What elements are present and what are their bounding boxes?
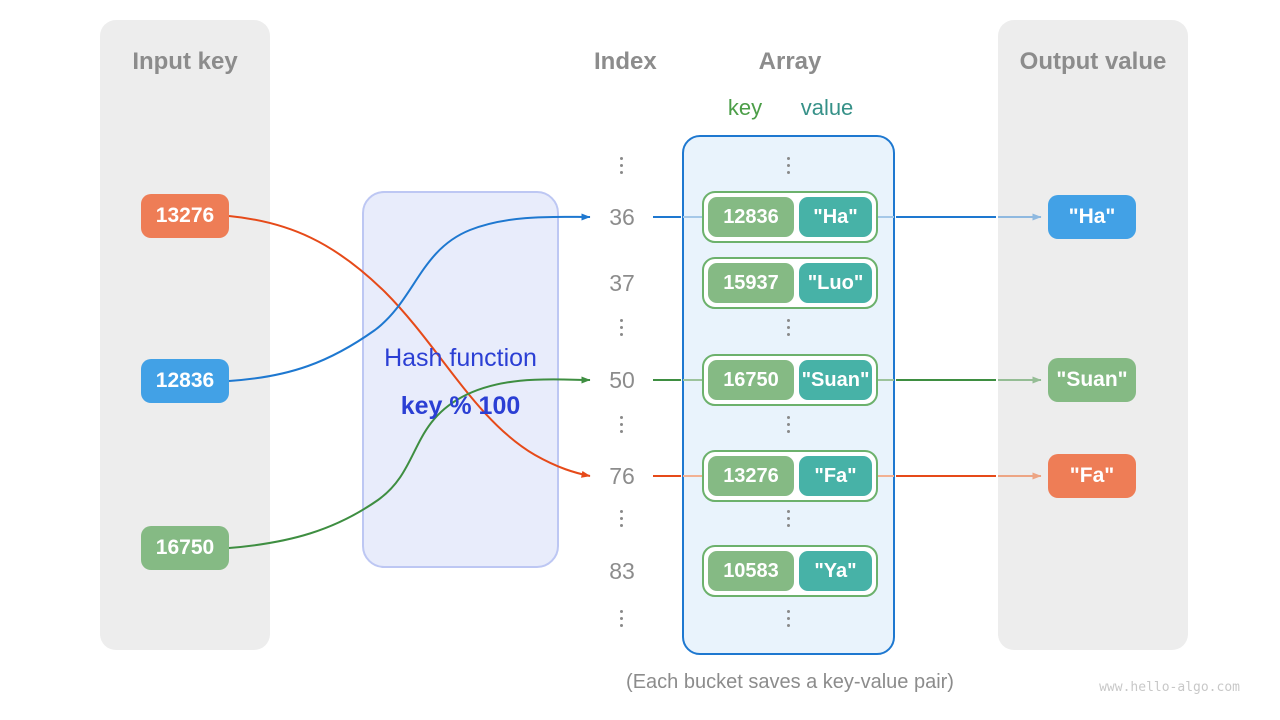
index-76: 76 <box>609 463 635 489</box>
output-value-fa: "Fa" <box>1048 454 1136 498</box>
watermark: www.hello-algo.com <box>1099 680 1240 695</box>
ellipsis-dots <box>620 416 623 433</box>
bucket-row: 13276 "Fa" <box>702 450 878 502</box>
hash-function-box <box>362 191 559 568</box>
ellipsis-dots <box>620 610 623 627</box>
index-83: 83 <box>609 558 635 584</box>
input-key-13276: 13276 <box>141 194 229 238</box>
ellipsis-dots <box>787 510 790 527</box>
bucket-value: "Ya" <box>799 551 872 591</box>
array-panel-title: Array <box>758 48 822 75</box>
index-50: 50 <box>609 367 635 393</box>
bucket-row: 12836 "Ha" <box>702 191 878 243</box>
bucket-key: 10583 <box>708 551 794 591</box>
input-key-12836: 12836 <box>141 359 229 403</box>
hash-function-formula: key % 100 <box>400 392 521 420</box>
input-panel-title: Input key <box>132 48 238 75</box>
bucket-value: "Ha" <box>799 197 872 237</box>
index-37: 37 <box>609 270 635 296</box>
ellipsis-dots <box>787 610 790 627</box>
bucket-key: 13276 <box>708 456 794 496</box>
diagram-caption: (Each bucket saves a key-value pair) <box>626 671 954 693</box>
ellipsis-dots <box>620 157 623 174</box>
bucket-key: 16750 <box>708 360 794 400</box>
output-panel-title: Output value <box>1019 48 1167 75</box>
output-value-suan: "Suan" <box>1048 358 1136 402</box>
bucket-row: 16750 "Suan" <box>702 354 878 406</box>
ellipsis-dots <box>620 510 623 527</box>
hash-function-label: Hash function <box>384 344 537 372</box>
bucket-value: "Suan" <box>799 360 872 400</box>
ellipsis-dots <box>620 319 623 336</box>
output-value-ha: "Ha" <box>1048 195 1136 239</box>
bucket-key: 15937 <box>708 263 794 303</box>
bucket-value: "Fa" <box>799 456 872 496</box>
bucket-row: 15937 "Luo" <box>702 257 878 309</box>
ellipsis-dots <box>787 416 790 433</box>
bucket-row: 10583 "Ya" <box>702 545 878 597</box>
index-36: 36 <box>609 204 635 230</box>
ellipsis-dots <box>787 157 790 174</box>
array-key-header: key <box>727 95 763 120</box>
index-column-title: Index <box>594 48 657 75</box>
array-value-header: value <box>800 95 854 120</box>
bucket-value: "Luo" <box>799 263 872 303</box>
input-key-16750: 16750 <box>141 526 229 570</box>
ellipsis-dots <box>787 319 790 336</box>
output-value-panel <box>998 20 1188 650</box>
bucket-key: 12836 <box>708 197 794 237</box>
